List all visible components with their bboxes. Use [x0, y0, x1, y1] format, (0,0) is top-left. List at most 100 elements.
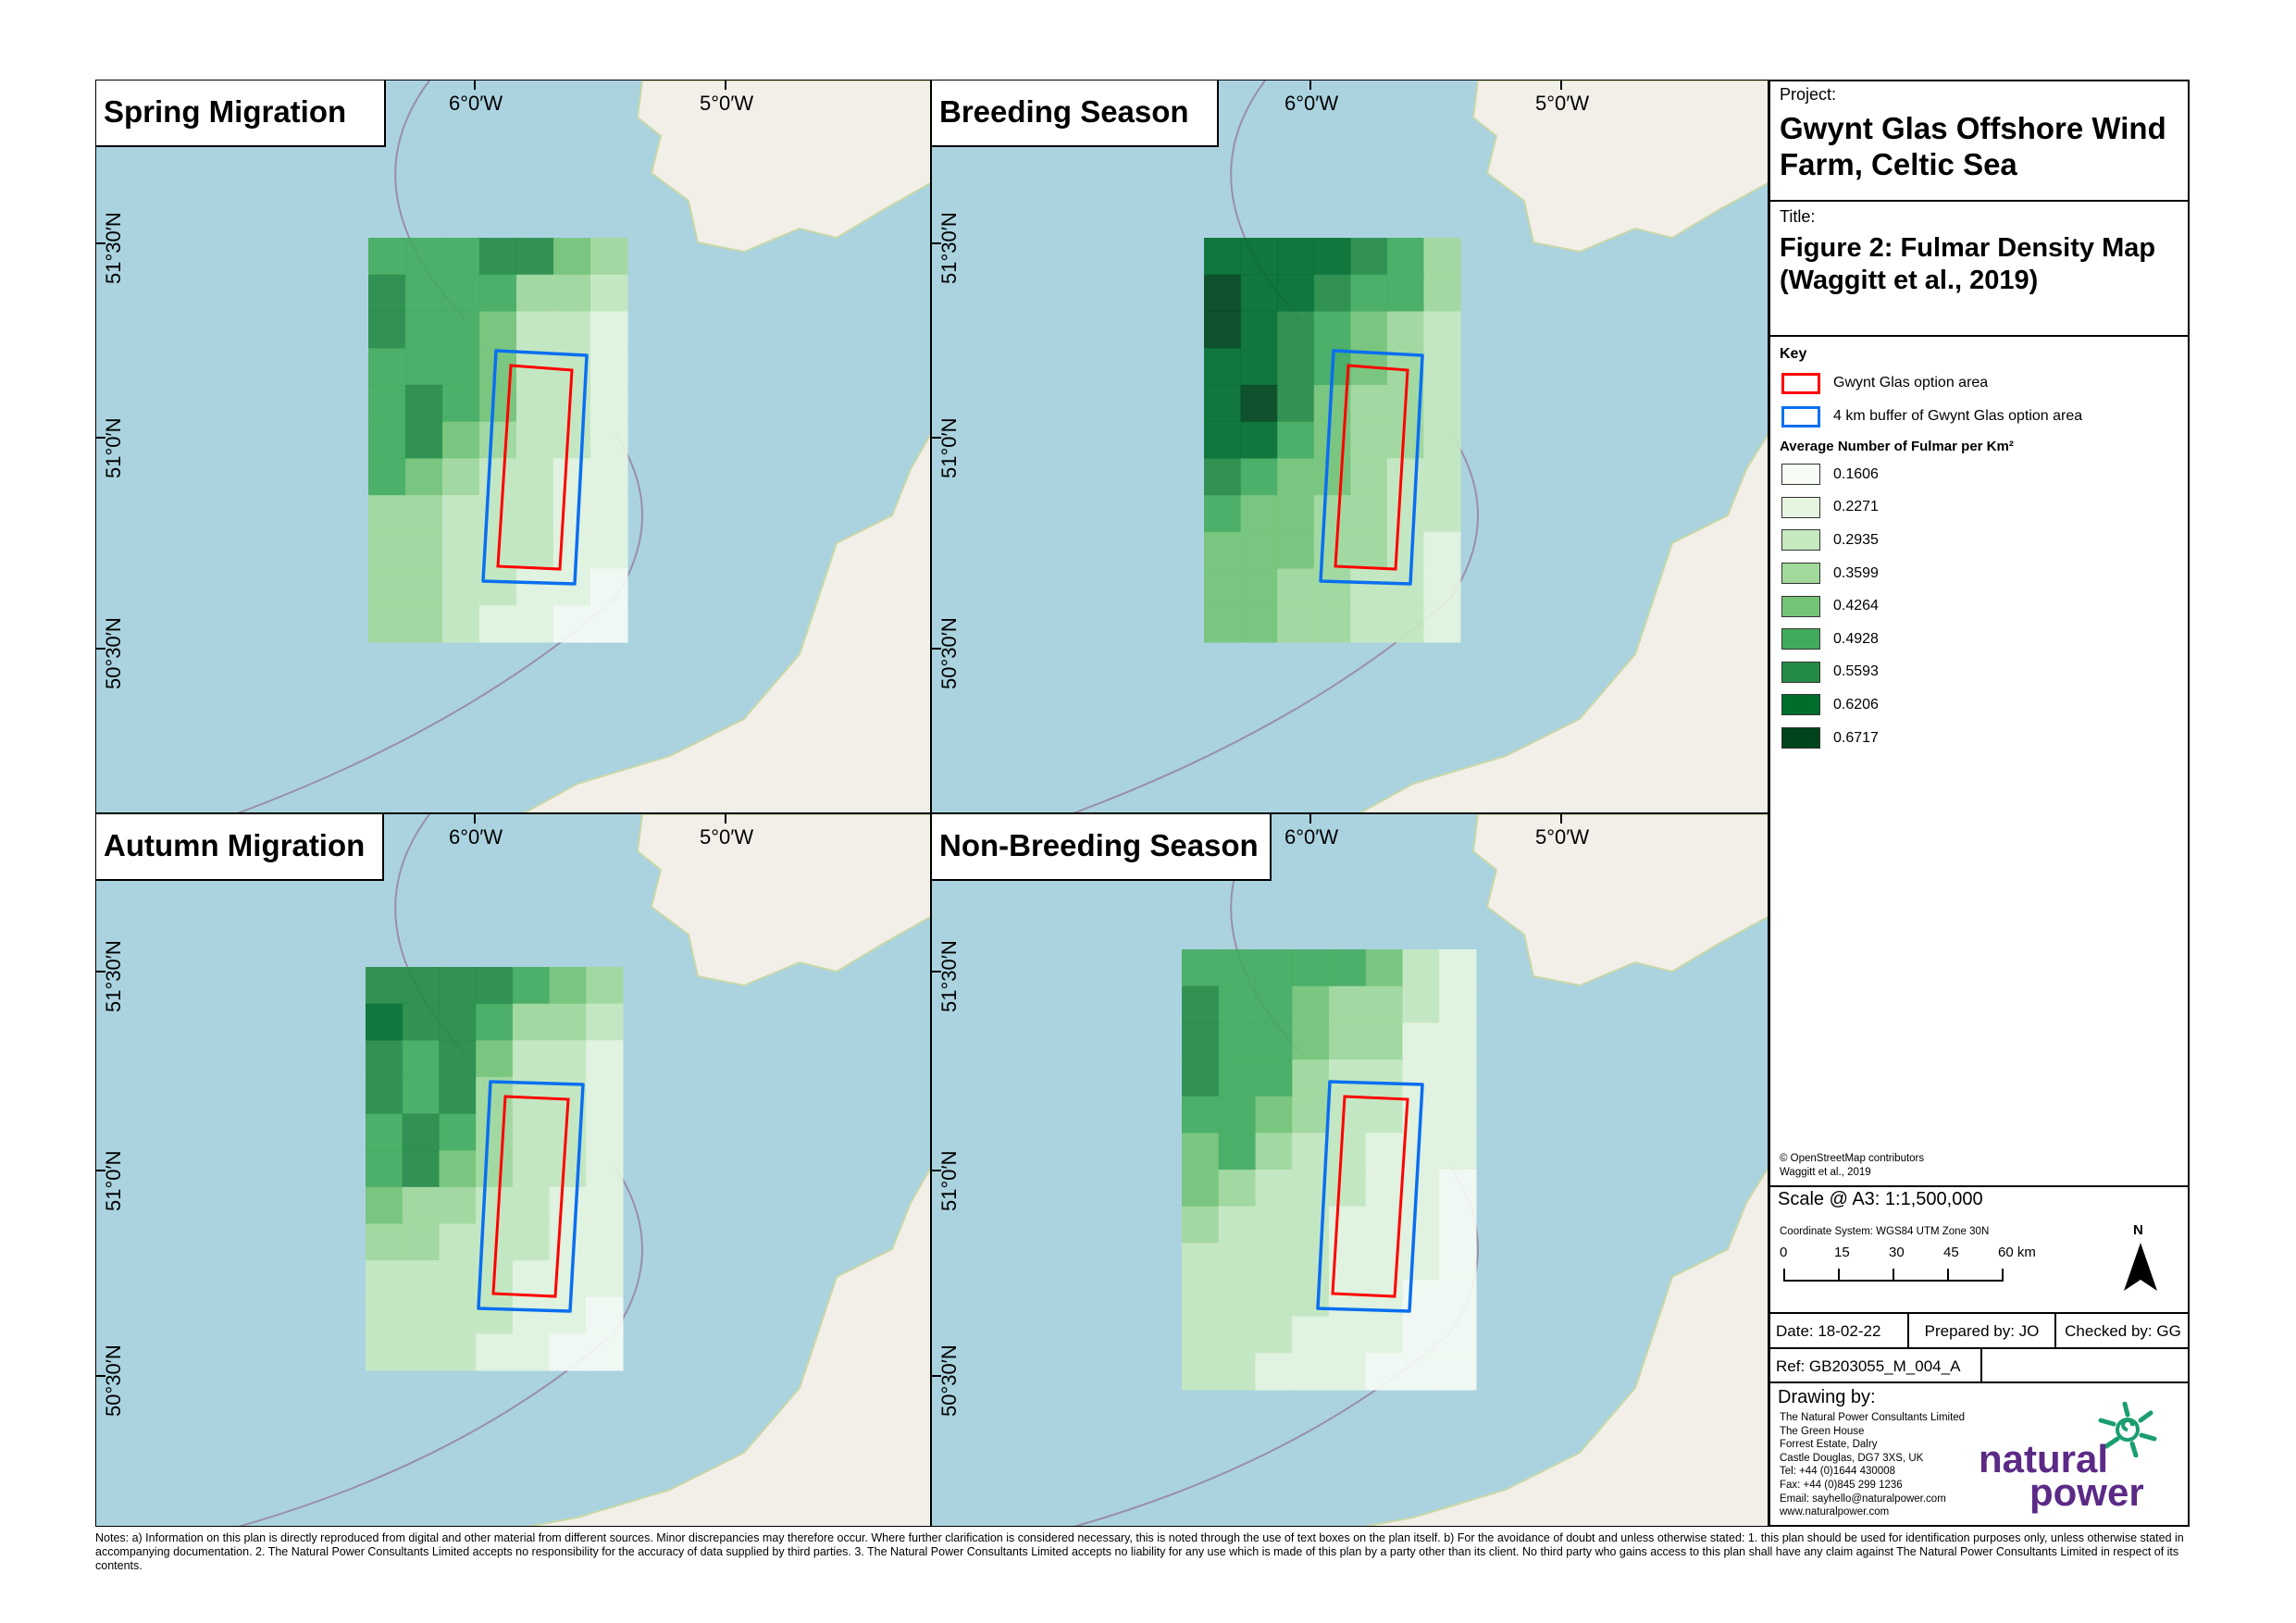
scalebar-tick [1783, 1269, 1785, 1282]
density-cell [1329, 1353, 1367, 1391]
density-cell [1313, 458, 1351, 496]
address-line: The Natural Power Consultants Limited [1780, 1412, 1966, 1423]
density-cell [1292, 1022, 1330, 1060]
density-cell [512, 1333, 551, 1371]
address: The Natural Power Consultants Limited The… [1780, 1411, 1965, 1519]
density-cell [590, 568, 628, 606]
project-section: Project: Gwynt Glas Offshore Wind Farm, … [1770, 80, 2190, 202]
density-cell [402, 1003, 440, 1041]
density-class: 0.2935 [1770, 524, 2190, 557]
option-area-outline[interactable] [1334, 364, 1409, 571]
data-credit: Waggitt et al., 2019 [1780, 1167, 1871, 1178]
buffer-outline[interactable] [1319, 349, 1424, 586]
density-cell [405, 605, 443, 643]
scalebar-tick [1838, 1269, 1840, 1282]
density-cell [1182, 1353, 1220, 1391]
buffer-outline[interactable] [481, 349, 589, 586]
scalebar-line [1783, 1280, 2004, 1282]
buffer-outline[interactable] [1316, 1080, 1424, 1313]
density-cell [1402, 1022, 1440, 1060]
density-cell [1255, 1059, 1293, 1097]
density-value: 0.6206 [1833, 696, 1879, 712]
density-cell [1204, 568, 1242, 606]
density-cell [368, 384, 406, 423]
option-area-outline[interactable] [496, 364, 574, 571]
density-cell [1423, 531, 1461, 570]
density-cell [439, 1113, 477, 1151]
density-cell [405, 311, 443, 349]
map-spring-migration[interactable]: Spring Migration 6°0′W 5°0′W 51°30′N 51°0′N 5… [95, 80, 931, 813]
density-cell [1350, 568, 1388, 606]
longitude-label: 6°0′W [449, 825, 503, 849]
latitude-label: 50°30′N [937, 617, 961, 689]
density-cell [402, 1076, 440, 1115]
density-cell [366, 1150, 403, 1188]
density-class: 0.3599 [1770, 557, 2190, 590]
density-heading: Average Number of Fulmar per Km² [1780, 439, 2014, 454]
density-cell [1365, 1133, 1403, 1171]
density-swatch [1781, 661, 1820, 683]
address-line: Email: sayhello@naturalpower.com [1780, 1493, 1946, 1505]
density-cell [479, 274, 517, 312]
map-canvas[interactable] [932, 814, 1769, 1527]
map-canvas[interactable] [96, 814, 931, 1527]
density-cell [402, 1113, 440, 1151]
density-cell [1423, 311, 1461, 349]
density-cell [1218, 1316, 1256, 1354]
density-cell [1277, 384, 1315, 423]
density-cell [1365, 1059, 1403, 1097]
density-cell [405, 238, 443, 276]
density-cell [1292, 949, 1330, 987]
density-cell [1365, 1096, 1403, 1134]
map-non-breeding-season[interactable]: Non-Breeding Season 6°0′W 5°0′W 51°30′N 51°0… [931, 813, 1769, 1527]
map-canvas[interactable] [932, 81, 1769, 813]
density-cell [476, 1296, 514, 1334]
density-cell [1277, 605, 1315, 643]
density-cell [366, 967, 403, 1005]
density-cell [1204, 311, 1242, 349]
density-cell [1313, 495, 1351, 533]
density-cell [402, 967, 440, 1005]
latitude-label: 51°30′N [102, 940, 125, 1012]
density-cell [1365, 1206, 1403, 1244]
density-cell [368, 458, 406, 496]
density-cell [1292, 1353, 1330, 1391]
map-autumn-migration[interactable]: Autumn Migration 6°0′W 5°0′W 51°30′N 51°0′N 5… [95, 813, 931, 1527]
density-cell [1439, 1133, 1477, 1171]
density-cell [1365, 949, 1403, 987]
density-cell [439, 967, 477, 1005]
density-cell [590, 421, 628, 459]
density-cell [1423, 421, 1461, 459]
density-cell [512, 967, 551, 1005]
map-canvas[interactable] [96, 81, 931, 813]
density-swatch [1781, 529, 1820, 551]
density-cell [1439, 1280, 1477, 1318]
density-cell [549, 1040, 587, 1078]
buffer-outline[interactable] [477, 1080, 585, 1313]
density-cell [1292, 1096, 1330, 1134]
density-cell [1240, 531, 1278, 570]
density-cell [1329, 949, 1367, 987]
density-cell [1218, 1022, 1256, 1060]
density-cell [476, 1186, 514, 1224]
option-area-outline[interactable] [491, 1095, 570, 1298]
density-cell [1350, 495, 1388, 533]
density-cell [1292, 1243, 1330, 1281]
map-breeding-season[interactable]: Breeding Season 6°0′W 5°0′W 51°30′N 51°0′N 50… [931, 80, 1769, 813]
density-cell [1439, 1059, 1477, 1097]
density-cell [1365, 1170, 1403, 1208]
density-cell [1423, 605, 1461, 643]
density-cell [1277, 495, 1315, 533]
latitude-label: 51°0′N [937, 417, 961, 478]
density-cell [1218, 1206, 1256, 1244]
density-cell [586, 1076, 624, 1115]
option-area-outline[interactable] [1331, 1095, 1409, 1298]
density-cell [1402, 1133, 1440, 1171]
density-cell [1329, 1059, 1367, 1097]
latitude-label: 50°30′N [102, 1344, 125, 1417]
density-cell [1182, 1170, 1220, 1208]
density-cell [1329, 985, 1367, 1023]
density-cell [590, 605, 628, 643]
latitude-label: 51°0′N [102, 1150, 125, 1211]
density-cell [1350, 311, 1388, 349]
